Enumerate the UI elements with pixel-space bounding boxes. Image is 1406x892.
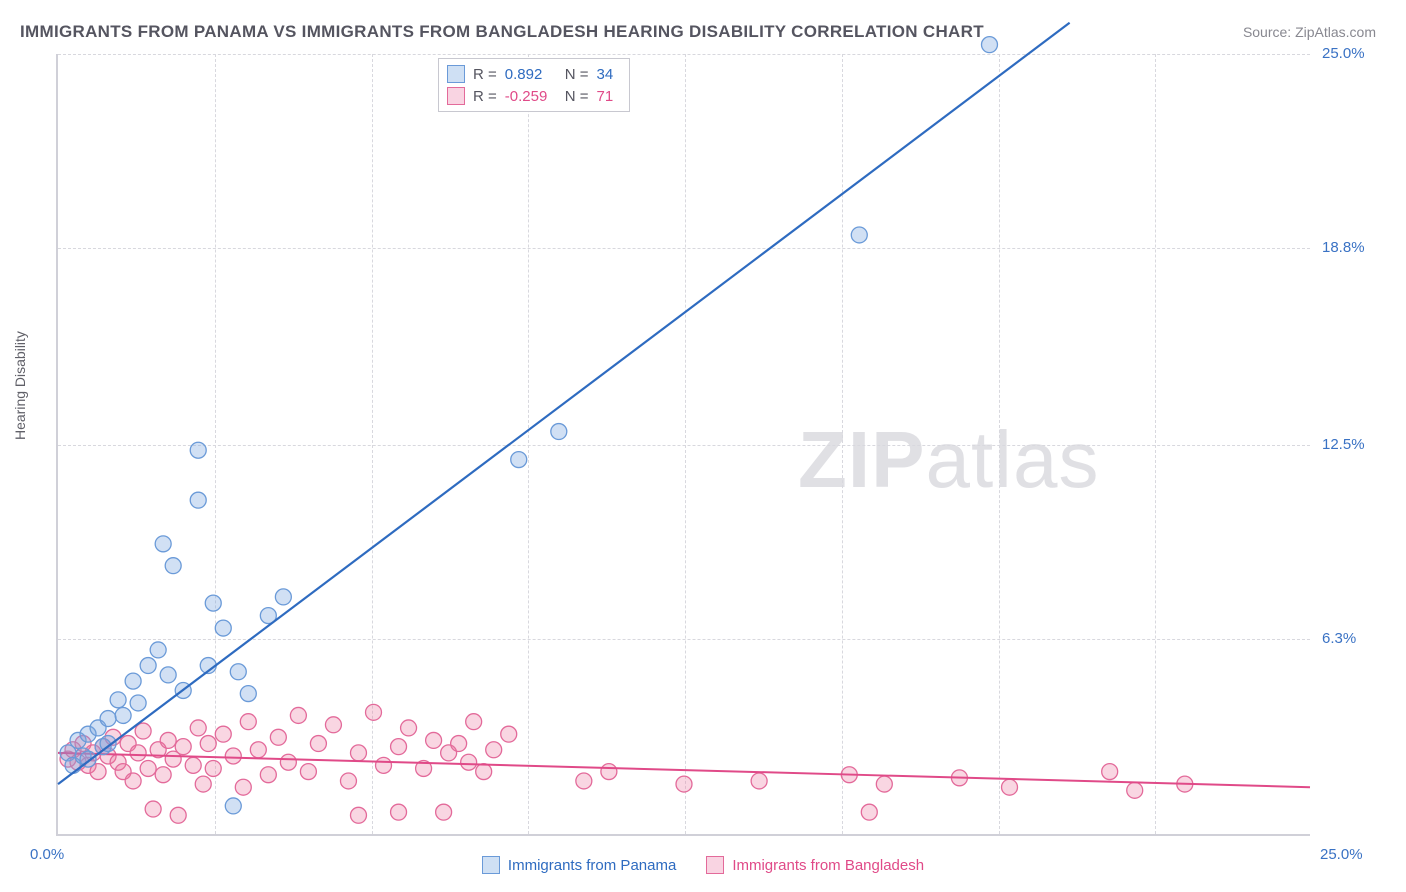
n-label: N = — [565, 66, 589, 83]
r-label: R = — [473, 66, 497, 83]
swatch-bangladesh — [447, 87, 465, 105]
y-tick-label: 25.0% — [1322, 45, 1365, 62]
swatch-panama — [447, 65, 465, 83]
y-tick-label: 12.5% — [1322, 436, 1365, 453]
legend-label-panama: Immigrants from Panama — [508, 857, 676, 874]
y-tick-label: 18.8% — [1322, 239, 1365, 256]
r-value-bangladesh: -0.259 — [505, 88, 557, 105]
correlation-legend: R = 0.892 N = 34 R = -0.259 N = 71 — [438, 58, 630, 112]
source-attribution: Source: ZipAtlas.com — [1243, 24, 1376, 40]
scatter-svg — [58, 54, 1310, 834]
swatch-bangladesh-bottom — [706, 856, 724, 874]
r-value-panama: 0.892 — [505, 66, 557, 83]
n-value-bangladesh: 71 — [597, 88, 621, 105]
swatch-panama-bottom — [482, 856, 500, 874]
legend-row-bangladesh: R = -0.259 N = 71 — [447, 85, 621, 107]
series-legend: Immigrants from Panama Immigrants from B… — [0, 846, 1406, 884]
legend-row-panama: R = 0.892 N = 34 — [447, 63, 621, 85]
legend-label-bangladesh: Immigrants from Bangladesh — [732, 857, 924, 874]
legend-item-bangladesh: Immigrants from Bangladesh — [706, 846, 924, 884]
y-tick-label: 6.3% — [1322, 630, 1356, 647]
y-axis-label: Hearing Disability — [12, 331, 28, 440]
chart-title: IMMIGRANTS FROM PANAMA VS IMMIGRANTS FRO… — [20, 22, 984, 42]
plot-area: ZIPatlas R = 0.892 N = 34 R = -0.259 N =… — [56, 54, 1310, 836]
legend-item-panama: Immigrants from Panama — [482, 846, 676, 884]
n-label: N = — [565, 88, 589, 105]
r-label: R = — [473, 88, 497, 105]
n-value-panama: 34 — [597, 66, 621, 83]
